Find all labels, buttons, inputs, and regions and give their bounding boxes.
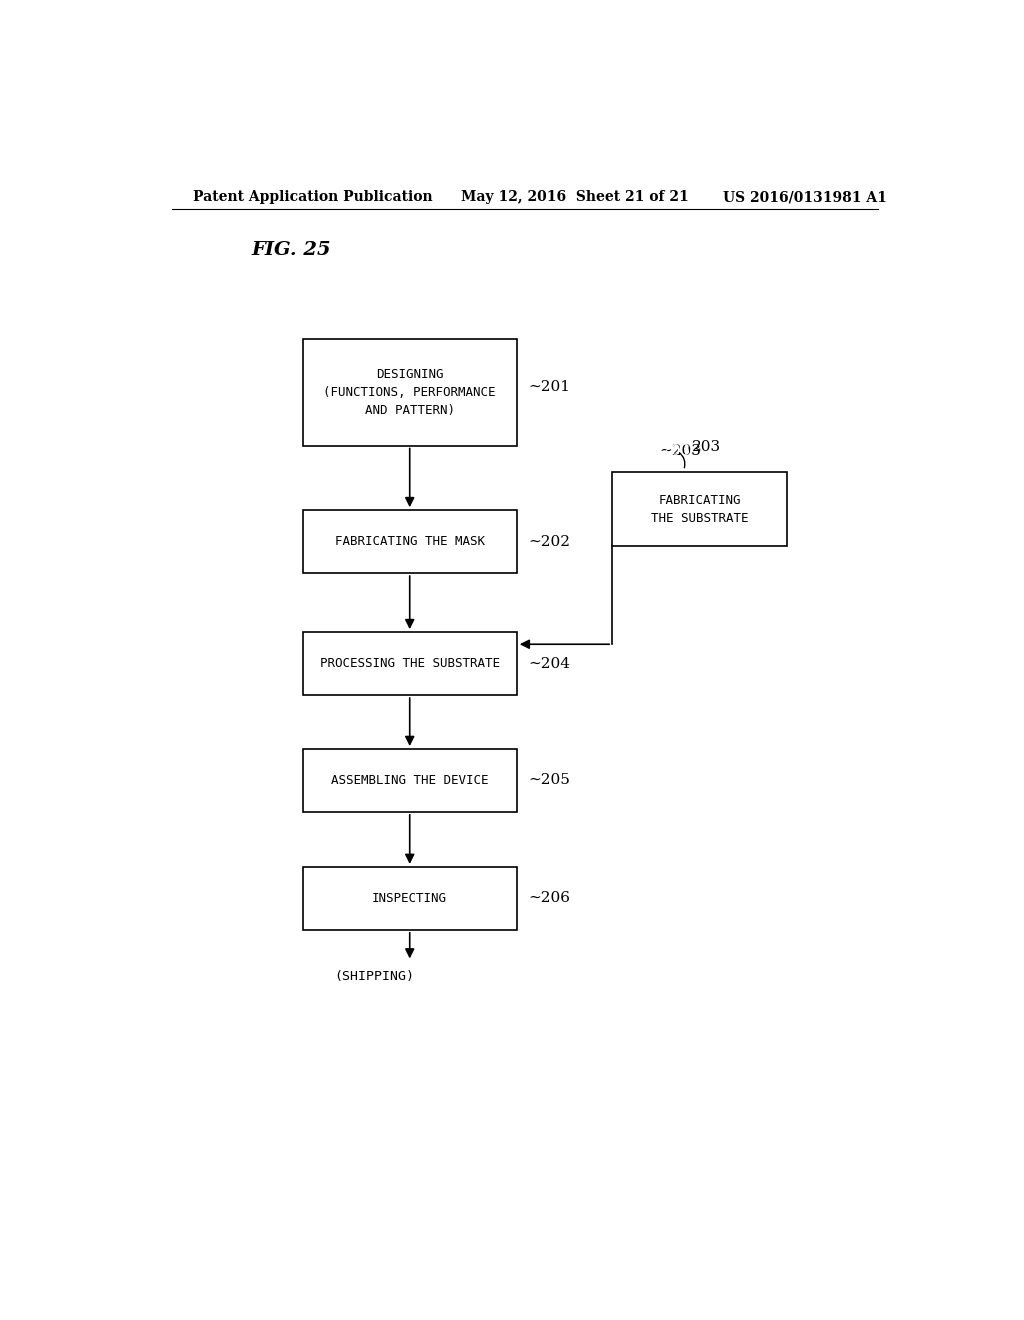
Text: DESIGNING
(FUNCTIONS, PERFORMANCE
AND PATTERN): DESIGNING (FUNCTIONS, PERFORMANCE AND PA… <box>324 368 496 417</box>
Text: ASSEMBLING THE DEVICE: ASSEMBLING THE DEVICE <box>331 774 488 787</box>
Text: Patent Application Publication: Patent Application Publication <box>194 190 433 205</box>
Text: 203: 203 <box>691 440 721 454</box>
Text: FABRICATING
THE SUBSTRATE: FABRICATING THE SUBSTRATE <box>650 494 749 524</box>
Text: ∼203: ∼203 <box>659 444 701 458</box>
Text: ∼201: ∼201 <box>528 380 570 395</box>
Text: FABRICATING THE MASK: FABRICATING THE MASK <box>335 535 484 548</box>
Text: US 2016/0131981 A1: US 2016/0131981 A1 <box>723 190 887 205</box>
Text: ∼202: ∼202 <box>528 535 570 549</box>
Text: INSPECTING: INSPECTING <box>373 892 447 904</box>
Bar <box>303 867 517 929</box>
Text: May 12, 2016  Sheet 21 of 21: May 12, 2016 Sheet 21 of 21 <box>461 190 689 205</box>
Bar <box>612 473 786 545</box>
Text: ∼205: ∼205 <box>528 774 570 788</box>
Text: ‹203: ‹203 <box>655 444 691 458</box>
Text: ∼206: ∼206 <box>528 891 570 906</box>
Bar <box>303 748 517 812</box>
Bar <box>303 632 517 696</box>
Text: FIG. 25: FIG. 25 <box>251 240 331 259</box>
Text: (SHIPPING): (SHIPPING) <box>334 970 414 983</box>
Bar <box>303 339 517 446</box>
Text: PROCESSING THE SUBSTRATE: PROCESSING THE SUBSTRATE <box>319 657 500 671</box>
Text: ∼204: ∼204 <box>528 656 570 671</box>
Bar <box>303 510 517 573</box>
